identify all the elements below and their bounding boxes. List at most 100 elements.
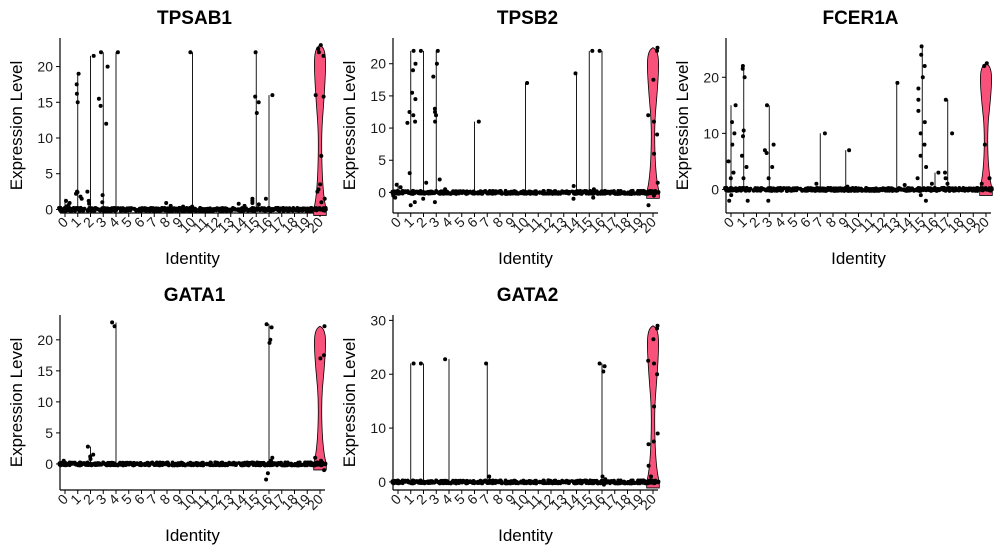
baseline-point [172, 463, 177, 468]
baseline-point [279, 207, 284, 212]
baseline-point [581, 479, 586, 484]
data-point [740, 153, 744, 158]
data-point [726, 159, 731, 164]
category-0-group [57, 458, 73, 468]
data-point [253, 50, 258, 55]
baseline-point [566, 481, 571, 485]
category-3-group [428, 48, 444, 205]
category-12-group [544, 478, 559, 486]
y-axis-label: Expression Level [7, 338, 26, 467]
violin-shape-20 [313, 44, 327, 216]
data-point [99, 50, 103, 55]
baseline-point [166, 462, 171, 467]
baseline-point [804, 189, 809, 193]
baseline-point [520, 480, 525, 485]
baseline-point [505, 192, 509, 196]
data-point [321, 94, 326, 99]
baseline-point [945, 187, 950, 192]
baseline-point [537, 190, 542, 195]
data-point [264, 322, 269, 327]
data-point [597, 361, 602, 366]
baseline-point [162, 462, 167, 467]
y-tick-label: 20 [37, 332, 53, 348]
chart-title: TPSAB1 [157, 8, 232, 29]
data-point [591, 195, 596, 200]
data-point [652, 361, 656, 366]
category-5-group [786, 186, 803, 193]
data-point [263, 196, 268, 201]
baseline-point [138, 209, 143, 213]
baseline-point [641, 480, 646, 485]
data-point [741, 134, 745, 139]
data-point [652, 404, 657, 409]
baseline-point [233, 463, 238, 467]
data-point [319, 200, 324, 205]
data-point [435, 48, 440, 53]
data-point [646, 442, 651, 447]
data-point [655, 45, 660, 50]
baseline-point [852, 187, 856, 192]
data-point [649, 474, 653, 479]
baseline-point [541, 478, 546, 483]
data-point [98, 103, 103, 108]
data-point [982, 64, 987, 68]
baseline-point [510, 480, 515, 485]
data-point [764, 151, 769, 155]
category-20-group [312, 324, 328, 473]
data-point [74, 82, 79, 87]
data-point [413, 119, 418, 124]
baseline-point [864, 187, 869, 192]
data-point [411, 113, 416, 118]
category-14-group [569, 71, 585, 201]
data-point [250, 201, 255, 205]
baseline-point [541, 189, 546, 193]
data-point [411, 68, 415, 73]
category-20-group [978, 61, 994, 196]
data-point [424, 180, 429, 185]
data-point [100, 200, 105, 205]
baseline-point [138, 462, 143, 467]
x-axis-label: Identity [831, 249, 886, 268]
baseline-point [102, 462, 107, 466]
baseline-point [645, 479, 650, 484]
baseline-point [495, 480, 500, 485]
baseline-point [151, 462, 156, 466]
data-point [730, 120, 734, 125]
category-8-group [493, 188, 508, 196]
category-7-group [147, 206, 162, 213]
data-point [924, 165, 929, 169]
data-point [918, 153, 923, 158]
data-point [646, 463, 651, 468]
data-point [267, 340, 272, 345]
data-point [64, 198, 68, 203]
data-point [655, 180, 660, 185]
data-point [651, 77, 656, 82]
baseline-point [969, 186, 973, 191]
data-point [412, 200, 417, 205]
category-7-group [479, 361, 495, 486]
baseline-point [416, 479, 421, 483]
y-tick-label: 0 [378, 184, 386, 200]
category-12-group [876, 186, 892, 193]
category-8-group [825, 186, 841, 193]
baseline-point [140, 206, 144, 210]
x-axis-label: Identity [498, 526, 553, 545]
category-4-group [108, 320, 123, 468]
category-2-group [82, 53, 98, 213]
data-point [916, 108, 921, 113]
baseline-point [810, 187, 814, 192]
baseline-point [638, 191, 643, 196]
baseline-point [435, 190, 440, 195]
baseline-point [214, 461, 219, 465]
baseline-point [471, 480, 476, 485]
data-point [766, 176, 771, 181]
data-point [847, 148, 852, 153]
data-point [322, 468, 327, 473]
data-point [571, 184, 576, 188]
baseline-point [648, 481, 653, 485]
baseline-point [265, 206, 270, 211]
data-point [316, 50, 321, 55]
baseline-point [110, 208, 115, 213]
